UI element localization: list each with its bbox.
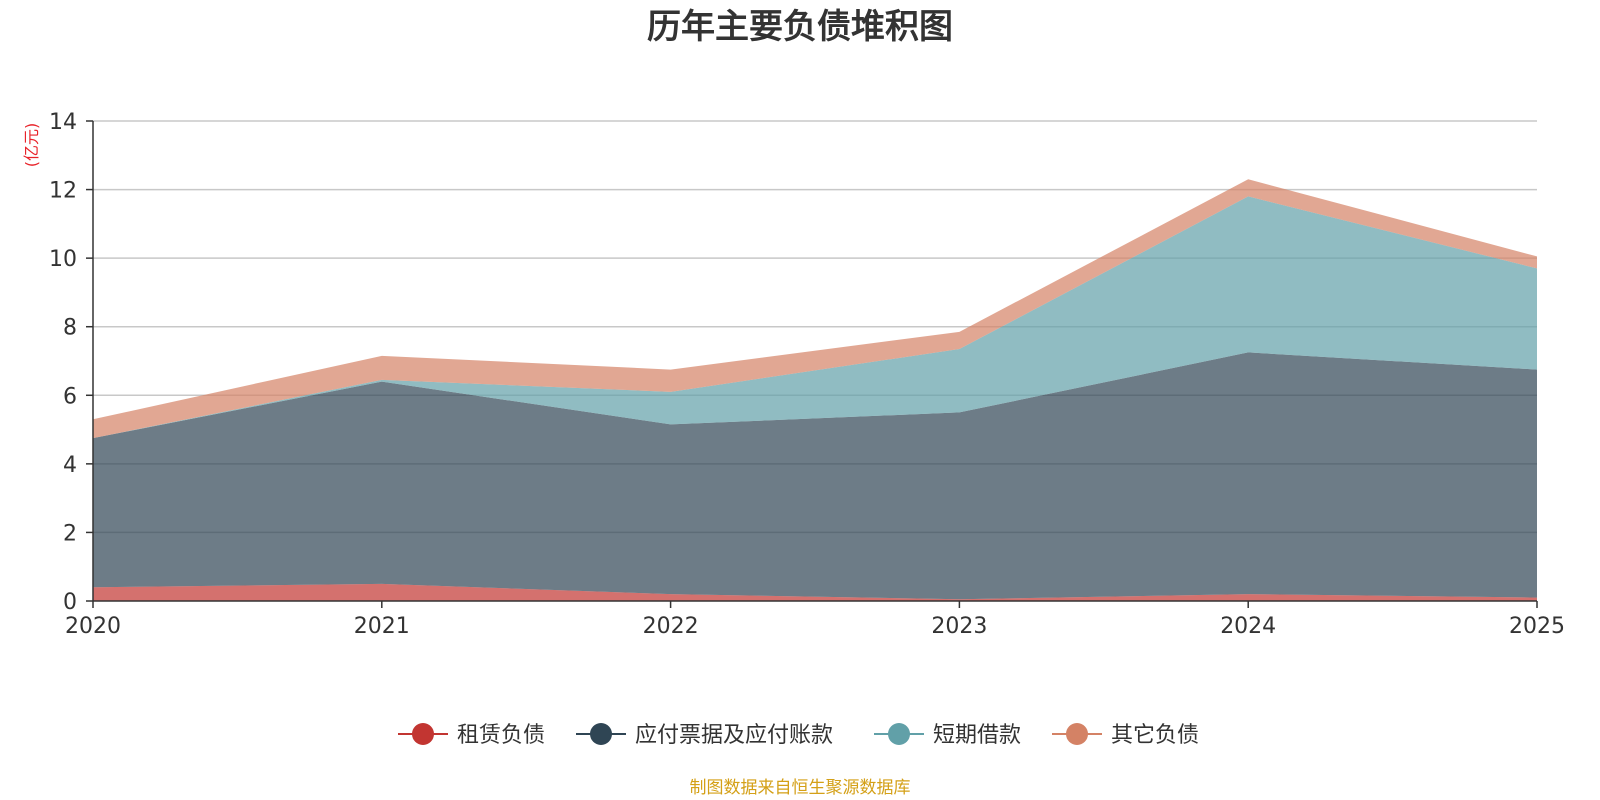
- area-series-3: [93, 179, 1537, 439]
- legend-item-2[interactable]: 短期借款: [874, 723, 1021, 748]
- legend: 租赁负债 应付票据及应付账款 短期借款 其它负债: [398, 723, 1199, 748]
- y-tick-label: 8: [63, 316, 77, 341]
- y-tick-label: 12: [49, 179, 77, 204]
- legend-marker-icon: [590, 723, 612, 745]
- x-tick-label: 2024: [1220, 614, 1276, 639]
- x-tick-label: 2025: [1509, 614, 1565, 639]
- legend-marker-icon: [412, 723, 434, 745]
- area-series-0: [93, 583, 1537, 601]
- y-tick-label: 0: [63, 590, 77, 615]
- x-tick-label: 2021: [354, 614, 410, 639]
- legend-item-3[interactable]: 其它负债: [1052, 723, 1199, 748]
- y-axis-unit-label: (亿元): [22, 123, 41, 168]
- legend-label: 其它负债: [1111, 723, 1199, 748]
- area-series-group: [93, 179, 1537, 601]
- data-source-note: 制图数据来自恒生聚源数据库: [690, 778, 911, 798]
- legend-marker-icon: [1066, 723, 1088, 745]
- legend-label: 租赁负债: [457, 723, 545, 748]
- legend-item-0[interactable]: 租赁负债: [398, 723, 545, 748]
- chart-title: 历年主要负债堆积图: [647, 7, 953, 47]
- x-tick-label: 2022: [643, 614, 699, 639]
- x-tick-label: 2020: [65, 614, 121, 639]
- x-tick-label: 2023: [931, 614, 987, 639]
- legend-marker-icon: [888, 723, 910, 745]
- axes: 0 2 4 6 8 10 12 14 2020 2021 2022 2023 2024 2025: [49, 110, 1565, 639]
- legend-label: 短期借款: [933, 723, 1021, 748]
- area-series-2: [93, 196, 1537, 439]
- legend-item-1[interactable]: 应付票据及应付账款: [576, 723, 833, 748]
- y-tick-label: 10: [49, 247, 77, 272]
- y-tick-label: 4: [63, 453, 77, 478]
- y-tick-label: 6: [63, 384, 77, 409]
- area-series-1: [93, 352, 1537, 600]
- y-tick-label: 14: [49, 110, 77, 135]
- legend-label: 应付票据及应付账款: [635, 723, 833, 748]
- y-tick-label: 2: [63, 521, 77, 546]
